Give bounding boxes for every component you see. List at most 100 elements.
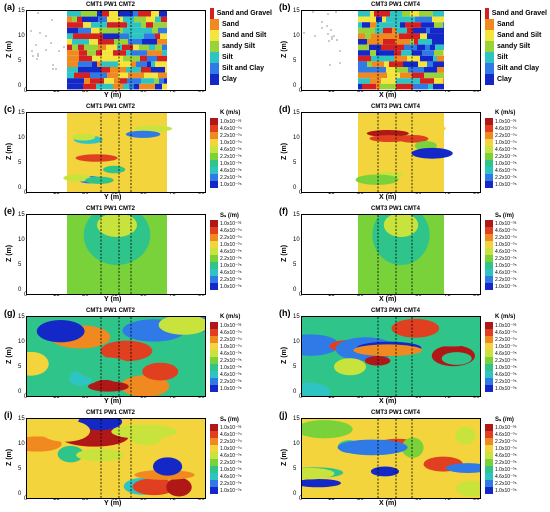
- colorbar-swatch: [210, 466, 218, 473]
- legend: K (m/s) 1.0x10⁻⁰³ 4.6x10⁻⁰⁴ 2.2x10⁻⁰⁴ 1.0x10…: [485, 110, 547, 188]
- x-tick-label: 15: [328, 88, 335, 94]
- x-tick-label: 75: [169, 292, 176, 298]
- lithology-cell: [128, 39, 142, 45]
- lithology-cell: [109, 11, 118, 17]
- colorbar-tick: 1.0x10⁻⁰⁴: [495, 139, 517, 146]
- contour-blob: [120, 375, 170, 396]
- lithology-cell: [383, 27, 392, 34]
- colorbar-item: 4.6x10⁻⁰⁵: [485, 248, 547, 255]
- lithology-cell: [67, 72, 74, 79]
- colorbar-tick: 1.0x10⁻⁰⁵: [495, 160, 517, 167]
- x-tick-label: 75: [169, 190, 176, 196]
- colorbar-swatch: [485, 132, 493, 139]
- colorbar-item: 2.2x10⁻⁰⁵: [210, 459, 272, 466]
- colorbar-tick: 2.2x10⁻⁰⁵: [220, 357, 242, 364]
- colorbar-swatch: [210, 220, 218, 227]
- lithology-cell: [439, 61, 444, 67]
- legend: Sand and Gravel Sand Sand and Silt sandy Si…: [210, 8, 272, 85]
- lithology-cell: [437, 67, 444, 73]
- legend: Sand and Gravel Sand Sand and Silt sandy Si…: [485, 8, 547, 85]
- lithology-cell: [422, 50, 434, 56]
- y-axis-label: Z (m): [6, 142, 13, 160]
- lithology-cell: [434, 78, 443, 84]
- contour-blob: [370, 466, 400, 477]
- colorbar-item: 4.6x10⁻⁰⁶: [485, 269, 547, 276]
- lithology-cell: [126, 50, 131, 56]
- colorbar-item: 1.0x10⁻⁰⁴: [485, 445, 547, 452]
- contour-field: [302, 317, 480, 396]
- lithology-cell: [151, 33, 155, 39]
- lithology-cell: [407, 27, 413, 34]
- lithology-cell: [92, 55, 107, 62]
- lithology-cell: [371, 33, 382, 39]
- contour-blob: [57, 445, 84, 463]
- lithology-cell: [78, 27, 91, 34]
- colorbar-item: 1.0x10⁻⁰⁴: [485, 343, 547, 350]
- colorbar-swatch: [210, 350, 218, 357]
- panel-label: (a): [4, 2, 15, 12]
- lithology-cell: [155, 16, 161, 23]
- colorbar-tick: 1.0x10⁻⁰⁶: [495, 283, 517, 290]
- lithology-cell: [409, 22, 421, 28]
- lithology-cell: [114, 78, 120, 84]
- colorbar-swatch: [210, 371, 218, 378]
- contour-blob: [353, 344, 423, 357]
- colorbar-tick: 1.0x10⁻⁰⁶: [495, 487, 517, 494]
- colorbar-tick: 1.0x10⁻⁰³: [220, 322, 242, 329]
- lithology-cell: [366, 16, 376, 23]
- lithology-cell: [126, 67, 137, 73]
- x-tick-label: 75: [444, 394, 451, 400]
- colorbar-item: 1.0x10⁻⁰⁶: [485, 385, 547, 392]
- colorbar-swatch: [210, 167, 218, 174]
- legend-item: sandy Silt: [485, 41, 547, 52]
- colorbar-swatch: [485, 160, 493, 167]
- well-labels: CMT3 PW1 CMT4: [371, 308, 421, 314]
- lithology-cell: [358, 27, 375, 34]
- colorbar-swatch: [210, 118, 218, 125]
- lithology-cell: [402, 83, 413, 90]
- sparse-cell: [314, 35, 316, 37]
- x-tick-label: 15: [328, 496, 335, 502]
- colorbar-item: 4.6x10⁻⁰⁴: [210, 125, 272, 132]
- colorbar-tick: 4.6x10⁻⁰⁶: [495, 473, 517, 480]
- y-tick-label: 15: [293, 416, 300, 422]
- lithology-cell: [107, 72, 118, 79]
- y-tick-label: 0: [18, 185, 22, 191]
- colorbar-swatch: [210, 132, 218, 139]
- x-tick-label: 90: [198, 292, 205, 298]
- lithology-cell: [395, 39, 410, 45]
- lithology-cell: [151, 11, 159, 17]
- contour-blob: [401, 437, 424, 458]
- x-tick-label: 30: [357, 394, 364, 400]
- lithology-cell: [358, 16, 366, 23]
- sparse-cell: [331, 36, 333, 38]
- x-tick-label: 60: [140, 292, 147, 298]
- lithology-cell: [136, 61, 147, 67]
- colorbar-item: 4.6x10⁻⁰⁶: [210, 371, 272, 378]
- colorbar-tick: 1.0x10⁻⁰⁶: [220, 487, 242, 494]
- x-tick-label: 60: [415, 394, 422, 400]
- y-tick-label: 5: [18, 466, 22, 472]
- colorbar-swatch: [485, 459, 493, 466]
- lithology-cell: [426, 27, 430, 34]
- colorbar-item: 4.6x10⁻⁰⁵: [485, 146, 547, 153]
- colorbar-title: K (m/s): [220, 314, 241, 320]
- colorbar-item: 4.6x10⁻⁰⁵: [485, 452, 547, 459]
- colorbar-item: 1.0x10⁻⁰⁵: [485, 262, 547, 269]
- colorbar-item: 1.0x10⁻⁰³: [210, 118, 272, 125]
- legend: K (m/s) 1.0x10⁻⁰³ 4.6x10⁻⁰⁴ 2.2x10⁻⁰⁴ 1.0x10…: [485, 314, 547, 392]
- y-tick-label: 10: [18, 441, 25, 447]
- lithology-cell: [102, 50, 113, 56]
- colorbar-item: 2.2x10⁻⁰⁴: [485, 132, 547, 139]
- lithology-cell: [113, 83, 123, 90]
- lithology-cell: [107, 22, 120, 28]
- colorbar-tick: 2.2x10⁻⁰⁵: [220, 255, 242, 262]
- lithology-cell: [84, 78, 90, 84]
- x-tick-label: 30: [82, 88, 89, 94]
- lithology-cell: [419, 11, 433, 17]
- legend-item: Silt and Clay: [210, 63, 272, 74]
- contour-blob: [302, 420, 353, 439]
- y-tick-label: 10: [293, 135, 300, 141]
- colorbar-tick: 1.0x10⁻⁰⁶: [220, 181, 242, 188]
- colorbar-swatch: [210, 385, 218, 392]
